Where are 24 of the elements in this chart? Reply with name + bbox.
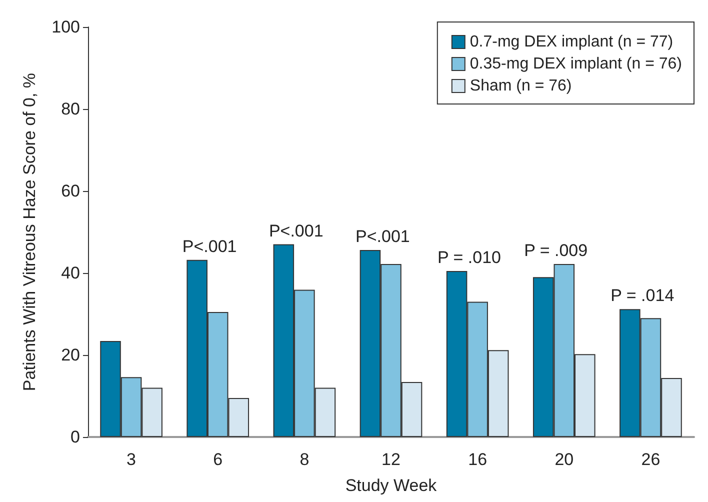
- annotation: P = .009: [524, 240, 588, 260]
- x-tick-label: 8: [300, 450, 310, 469]
- annotation: P<.001: [182, 236, 237, 256]
- legend-label: 0.7-mg DEX implant (n = 77): [470, 34, 674, 50]
- annotation: P<.001: [268, 221, 324, 240]
- x-axis-title: Study Week: [345, 476, 438, 495]
- x-tick-label: 26: [641, 450, 660, 469]
- y-tick-label: 80: [61, 100, 80, 118]
- y-tick-label: 60: [61, 182, 80, 200]
- legend-label: 0.35-mg DEX implant (n = 76): [470, 56, 682, 72]
- x-tick-label: 16: [468, 450, 488, 469]
- x-tick-label: 20: [554, 450, 574, 469]
- legend-label: Sham (n = 76): [470, 78, 572, 94]
- annotation: P = .014: [610, 286, 674, 306]
- y-tick-label: 20: [61, 346, 80, 364]
- y-tick-label: 100: [52, 18, 80, 36]
- x-tick-label: 3: [126, 450, 136, 469]
- annotation: P = .010: [438, 248, 502, 267]
- x-tick-label: 12: [382, 450, 400, 469]
- y-tick-label: 40: [61, 264, 80, 282]
- y-axis-title: Patients With Vitreous Haze Score of 0, %: [20, 72, 39, 392]
- x-tick-label: 6: [213, 450, 223, 469]
- annotation: P<.001: [356, 227, 410, 246]
- y-tick-label: 0: [70, 428, 80, 446]
